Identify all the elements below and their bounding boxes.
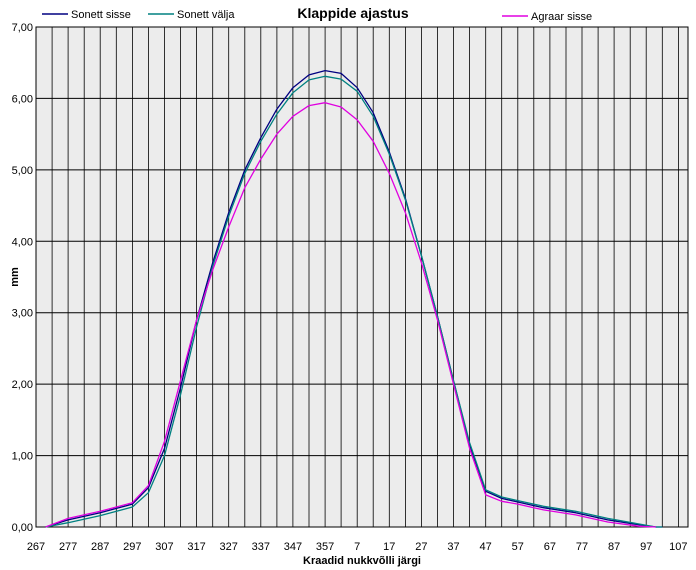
x-tick-label: 297 xyxy=(123,541,141,553)
y-tick-label: 3,00 xyxy=(12,308,33,320)
legend-label-sonett-sisse: Sonett sisse xyxy=(71,9,131,21)
y-tick-label: 7,00 xyxy=(12,22,33,34)
y-tick-label: 2,00 xyxy=(12,379,33,391)
y-tick-label: 1,00 xyxy=(12,451,33,463)
x-tick-label: 267 xyxy=(27,541,45,553)
x-tick-label: 97 xyxy=(640,541,652,553)
series-line-1 xyxy=(45,75,663,528)
x-tick-label: 27 xyxy=(415,541,427,553)
x-tick-label: 357 xyxy=(316,541,334,553)
legend-item-sonett-valja: Sonett välja xyxy=(148,9,235,21)
x-tick-label: 327 xyxy=(220,541,238,553)
x-tick-label: 17 xyxy=(383,541,395,553)
vertical-grid xyxy=(51,27,679,527)
x-tick-label: 287 xyxy=(91,541,109,553)
x-tick-label: 87 xyxy=(608,541,620,553)
legend: Sonett sisse Sonett välja Agraar sisse xyxy=(42,9,592,23)
y-tick-label: 4,00 xyxy=(12,236,33,248)
y-tick-label: 5,00 xyxy=(12,165,33,177)
series-line-0 xyxy=(45,69,663,528)
x-tick-labels: 267 277 287 297 307 317 327 337 347 357 7 17 27 37 47 5… xyxy=(27,541,688,553)
x-tick-label: 47 xyxy=(480,541,492,553)
x-tick-label: 277 xyxy=(59,541,77,553)
y-tick-labels: 0,00 1,00 2,00 3,00 4,00 5,00 6,00 7,00 xyxy=(12,22,33,534)
legend-label-sonett-valja: Sonett välja xyxy=(177,9,235,21)
series-lines xyxy=(45,69,663,528)
x-tick-label: 77 xyxy=(576,541,588,553)
y-tick-label: 6,00 xyxy=(12,93,33,105)
x-tick-label: 347 xyxy=(284,541,302,553)
x-tick-label: 57 xyxy=(512,541,524,553)
x-tick-label: 317 xyxy=(187,541,205,553)
x-tick-label: 37 xyxy=(447,541,459,553)
x-tick-label: 337 xyxy=(252,541,270,553)
series-line-2 xyxy=(45,102,656,528)
x-tick-label: 307 xyxy=(155,541,173,553)
legend-item-agraar-sisse: Agraar sisse xyxy=(502,11,592,23)
horizontal-grid xyxy=(36,97,688,457)
plot-area xyxy=(35,26,689,528)
x-tick-label: 7 xyxy=(354,541,360,553)
y-tick-label: 0,00 xyxy=(12,522,33,534)
chart-title: Klappide ajastus xyxy=(297,5,408,21)
legend-item-sonett-sisse: Sonett sisse xyxy=(42,9,131,21)
legend-label-agraar-sisse: Agraar sisse xyxy=(531,11,592,23)
x-tick-label: 107 xyxy=(669,541,687,553)
x-tick-label: 67 xyxy=(544,541,556,553)
x-axis-label: Kraadid nukkvõlli järgi xyxy=(303,555,421,567)
y-axis-label: mm xyxy=(9,267,21,287)
